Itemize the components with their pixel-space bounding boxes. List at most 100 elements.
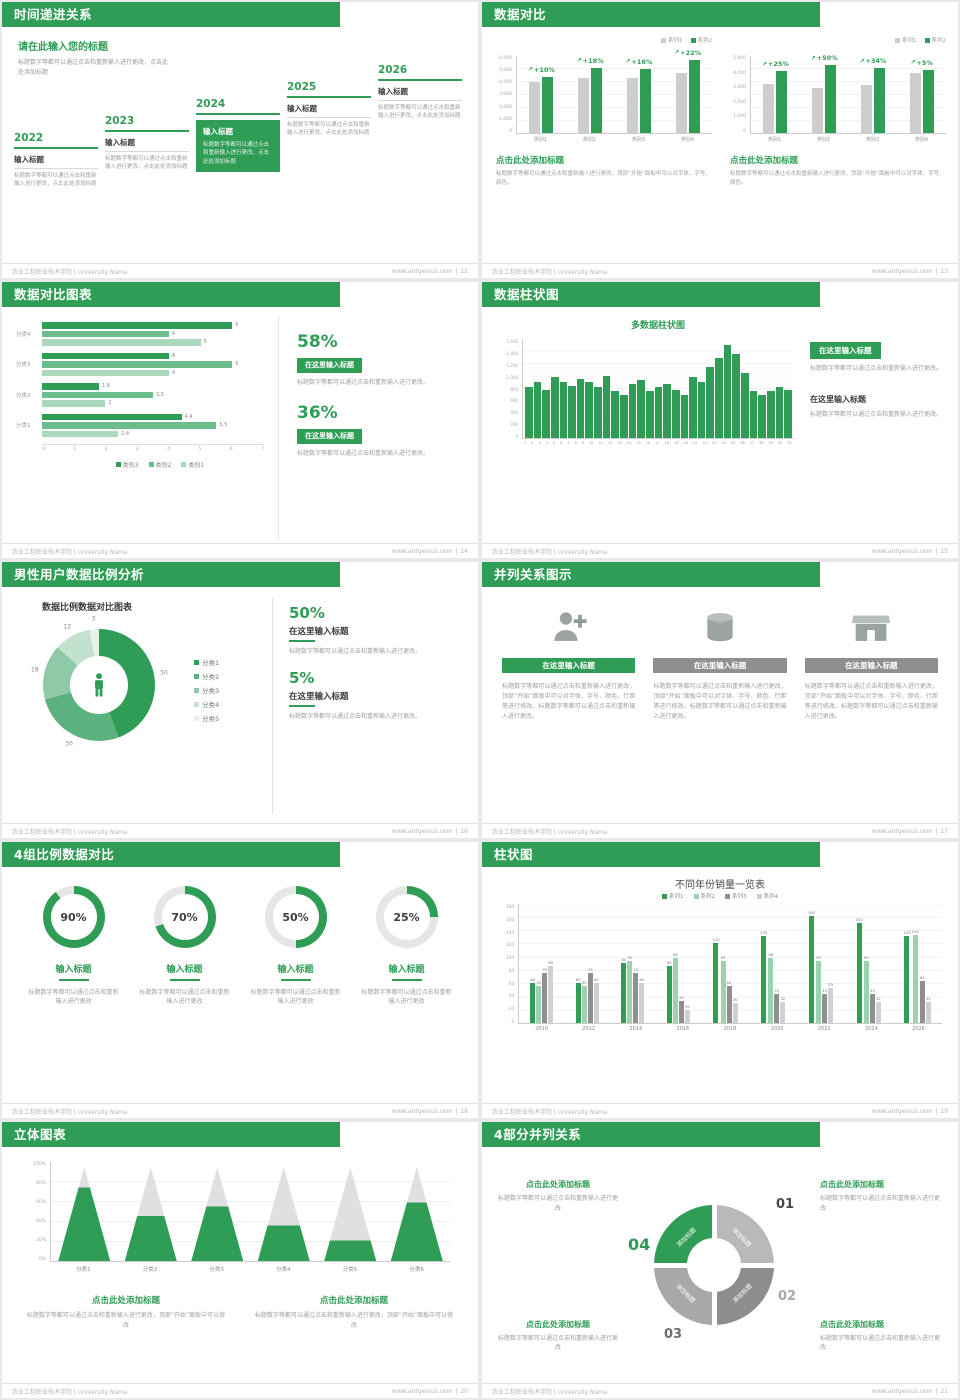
bar-value-label: 75 <box>587 967 593 972</box>
right-text-column: 点击此处添加标题 标题数字等都可以通过点击和重新输入进行更改 点击此处添加标题 标题数… <box>808 1171 944 1361</box>
timeline-item: 2026 输入标题 标题数字等都可以通过点击和重新输入进行更改，点击此处添加标题 <box>378 64 462 121</box>
plot-area <box>522 339 794 439</box>
footer-page-number: 20 <box>460 1387 468 1395</box>
legend-label: 系列2 <box>931 38 947 44</box>
male-person-icon <box>90 672 108 698</box>
x-axis-labels: 类别1 类别2 类别3 类别4 <box>750 134 946 144</box>
bar-value-label: 43 <box>774 988 780 994</box>
bar <box>587 973 593 1023</box>
legend-item: 分类2 <box>194 671 219 681</box>
x-tick: 2010 <box>535 1026 548 1032</box>
intro-title: 请在此输入您的标题 <box>18 42 108 53</box>
legend-label: 类别2 <box>155 462 172 469</box>
hbar-group: 分类1 4.4 5.5 2.4 <box>16 413 278 437</box>
timeline-year: 2024 <box>196 98 226 110</box>
x-tick: 1 <box>524 441 527 445</box>
y-tick: 120 <box>506 942 514 948</box>
block-caption: 点击此处添加标题 <box>820 1180 884 1189</box>
bar <box>568 386 576 438</box>
hbar <box>42 339 201 346</box>
footer-school-text: 农业工程职业技术学院 | University Name <box>12 548 128 556</box>
bar <box>666 966 672 1023</box>
hbar <box>42 413 182 420</box>
stat-block: 36% 在这里输入标题 标题数字等都可以通过点击和重新输入进行更改。 <box>297 403 468 458</box>
ring-center <box>687 1238 741 1292</box>
hbar-value: 1.8 <box>102 383 111 390</box>
legend-item: 系列1 <box>662 892 684 900</box>
bar-wrapper: 32 <box>780 904 786 1023</box>
ring-underline <box>58 979 89 981</box>
vertical-divider <box>272 598 273 814</box>
slide-21-four-part-relation[interactable]: 4部分并列关系 点击此处添加标题 标题数字等都可以通过点击和重新输入进行更改 点击此… <box>482 1122 958 1398</box>
donut-value-label: 18 <box>31 666 39 674</box>
y-tick: 800 <box>510 386 518 392</box>
bar <box>715 357 723 438</box>
bar <box>689 377 697 438</box>
bar <box>706 366 715 438</box>
y-tick: 1,000 <box>499 116 512 122</box>
slide-12-timeline[interactable]: 时间递进关系 请在此输入您的标题 标题数字等都可以通过点击和重新输入进行更改，点… <box>2 2 478 278</box>
bar-wrapper: 98 <box>672 904 678 1023</box>
timeline-item: 2025 输入标题 标题数字等都可以通过点击和重新输入进行更改，点击此处添加标题 <box>287 81 371 138</box>
block-body: 标题数字等都可以通过点击和重新输入进行更改，顶部“开始”面板中可以修改 <box>254 1312 454 1329</box>
timeline-rule <box>196 113 280 115</box>
series1-bar <box>909 72 921 133</box>
slide-15-column-chart[interactable]: 数据柱状图 多数据柱状图 1,600 1,400 1,200 1,000 800 600 4… <box>482 282 958 558</box>
slide-header: 数据对比图表 <box>2 282 340 307</box>
series2-bar <box>873 68 885 133</box>
x-tick: 分类3 <box>209 1267 224 1273</box>
progress-ring: 70% <box>153 886 216 948</box>
bar-group: 130 98 43 32 <box>760 904 786 1023</box>
hbar <box>42 430 119 437</box>
slide-13-data-comparison[interactable]: 数据对比 系列1 系列2 6,000 5,000 4,000 3,000 2,000 1,00… <box>482 2 958 278</box>
legend-swatch <box>194 659 199 665</box>
x-tick: 30 <box>778 441 783 445</box>
bar-wrapper: 98 <box>768 904 774 1023</box>
bar <box>620 394 628 438</box>
x-tick: 3 <box>538 441 541 445</box>
plot-area <box>50 1162 450 1262</box>
bar-wrapper: 150 <box>856 904 863 1023</box>
bar-value-label: 30 <box>732 997 738 1002</box>
text-block: 在这里输入标题 标题数字等都可以通过点击和重新输入进行更改。 <box>810 394 948 420</box>
bar-chart-panels: 系列1 系列2 6,000 5,000 4,000 3,000 2,000 1,000 0 ↗ +1… <box>494 36 946 188</box>
footer-school-text: 农业工程职业技术学院 | University Name <box>492 1108 608 1116</box>
x-tick: 20 <box>683 441 688 445</box>
footer-site-page: www.aotgenius.com | 17 <box>872 828 948 835</box>
bar-wrapper: 93 <box>863 904 869 1023</box>
slide-17-parallel-relation[interactable]: 并列关系图示 在这里输入标题 标题数字等都可以通过点击和重新输入进行更改，顶部“开… <box>482 562 958 838</box>
slide-19-grouped-bar-chart[interactable]: 柱状图 不同年份销量一览表 系列1 系列2 系列3 系列4 180 160 140 120 1… <box>482 842 958 1118</box>
block-label: 在这里输入标题 <box>810 342 881 359</box>
ring-underline <box>391 979 422 981</box>
x-tick: 16 <box>645 441 651 445</box>
series1-bar <box>529 81 541 133</box>
slide-14-comparison-chart[interactable]: 数据对比图表 分类4 6 4 5 分类3 4 6 4 分类2 1.8 3.5 2 分类1 4.4 5.5 2.… <box>2 282 478 558</box>
timeline-item-title: 输入标题 <box>378 86 462 101</box>
bar-value-label: 32 <box>925 995 931 1001</box>
bar <box>863 961 869 1023</box>
footer-site: www.aotgenius.com <box>871 1107 933 1115</box>
progress-ring: 50% <box>264 886 327 948</box>
x-tick: 28 <box>759 441 764 445</box>
ring-percent: 50% <box>272 894 319 940</box>
footer-site-page: www.aotgenius.com | 19 <box>872 1108 948 1115</box>
delta-value: +10% <box>533 65 555 74</box>
x-tick: 21 <box>692 441 698 445</box>
x-tick: 17 <box>655 441 660 445</box>
x-tick: 14 <box>626 441 632 445</box>
slide-16-male-ratio-analysis[interactable]: 男性用户数据比例分析 数据比例数据对比图表 50 30 18 12 3 分类1 分类2 分类… <box>2 562 478 838</box>
bar-value-label: 55 <box>581 980 587 986</box>
hbar-stack: 1.8 3.5 2 <box>42 383 278 407</box>
slide-footer: 农业工程职业技术学院 | University Name www.aotgeniu… <box>482 1103 958 1118</box>
bar <box>542 389 550 438</box>
legend-label: 系列4 <box>763 894 779 900</box>
stat-body: 标题数字等都可以通过点击和重新输入进行更改。 <box>289 712 422 720</box>
bar-wrapper: 93 <box>720 904 726 1023</box>
slide-18-four-ratio-rings[interactable]: 4组比例数据对比 90% 输入标题 标题数字等都可以通过点击和重新输入进行更改 70%… <box>2 842 478 1118</box>
hbar-line: 4 <box>42 369 264 376</box>
bar <box>628 383 637 438</box>
cone-chart: 100% 80% 60% 40% 20% 0% 分类1 分类2 分类3 分类4 分类5 分类6 <box>33 1162 450 1273</box>
ratio-ring-column: 50% 输入标题 标题数字等都可以通过点击和重新输入进行更改 <box>246 886 346 1007</box>
slide-20-cone-chart[interactable]: 立体图表 100% 80% 60% 40% 20% 0% 分类1 分类2 分类3 分类4 分类5 分类… <box>2 1122 478 1398</box>
stat-underline <box>289 704 315 707</box>
